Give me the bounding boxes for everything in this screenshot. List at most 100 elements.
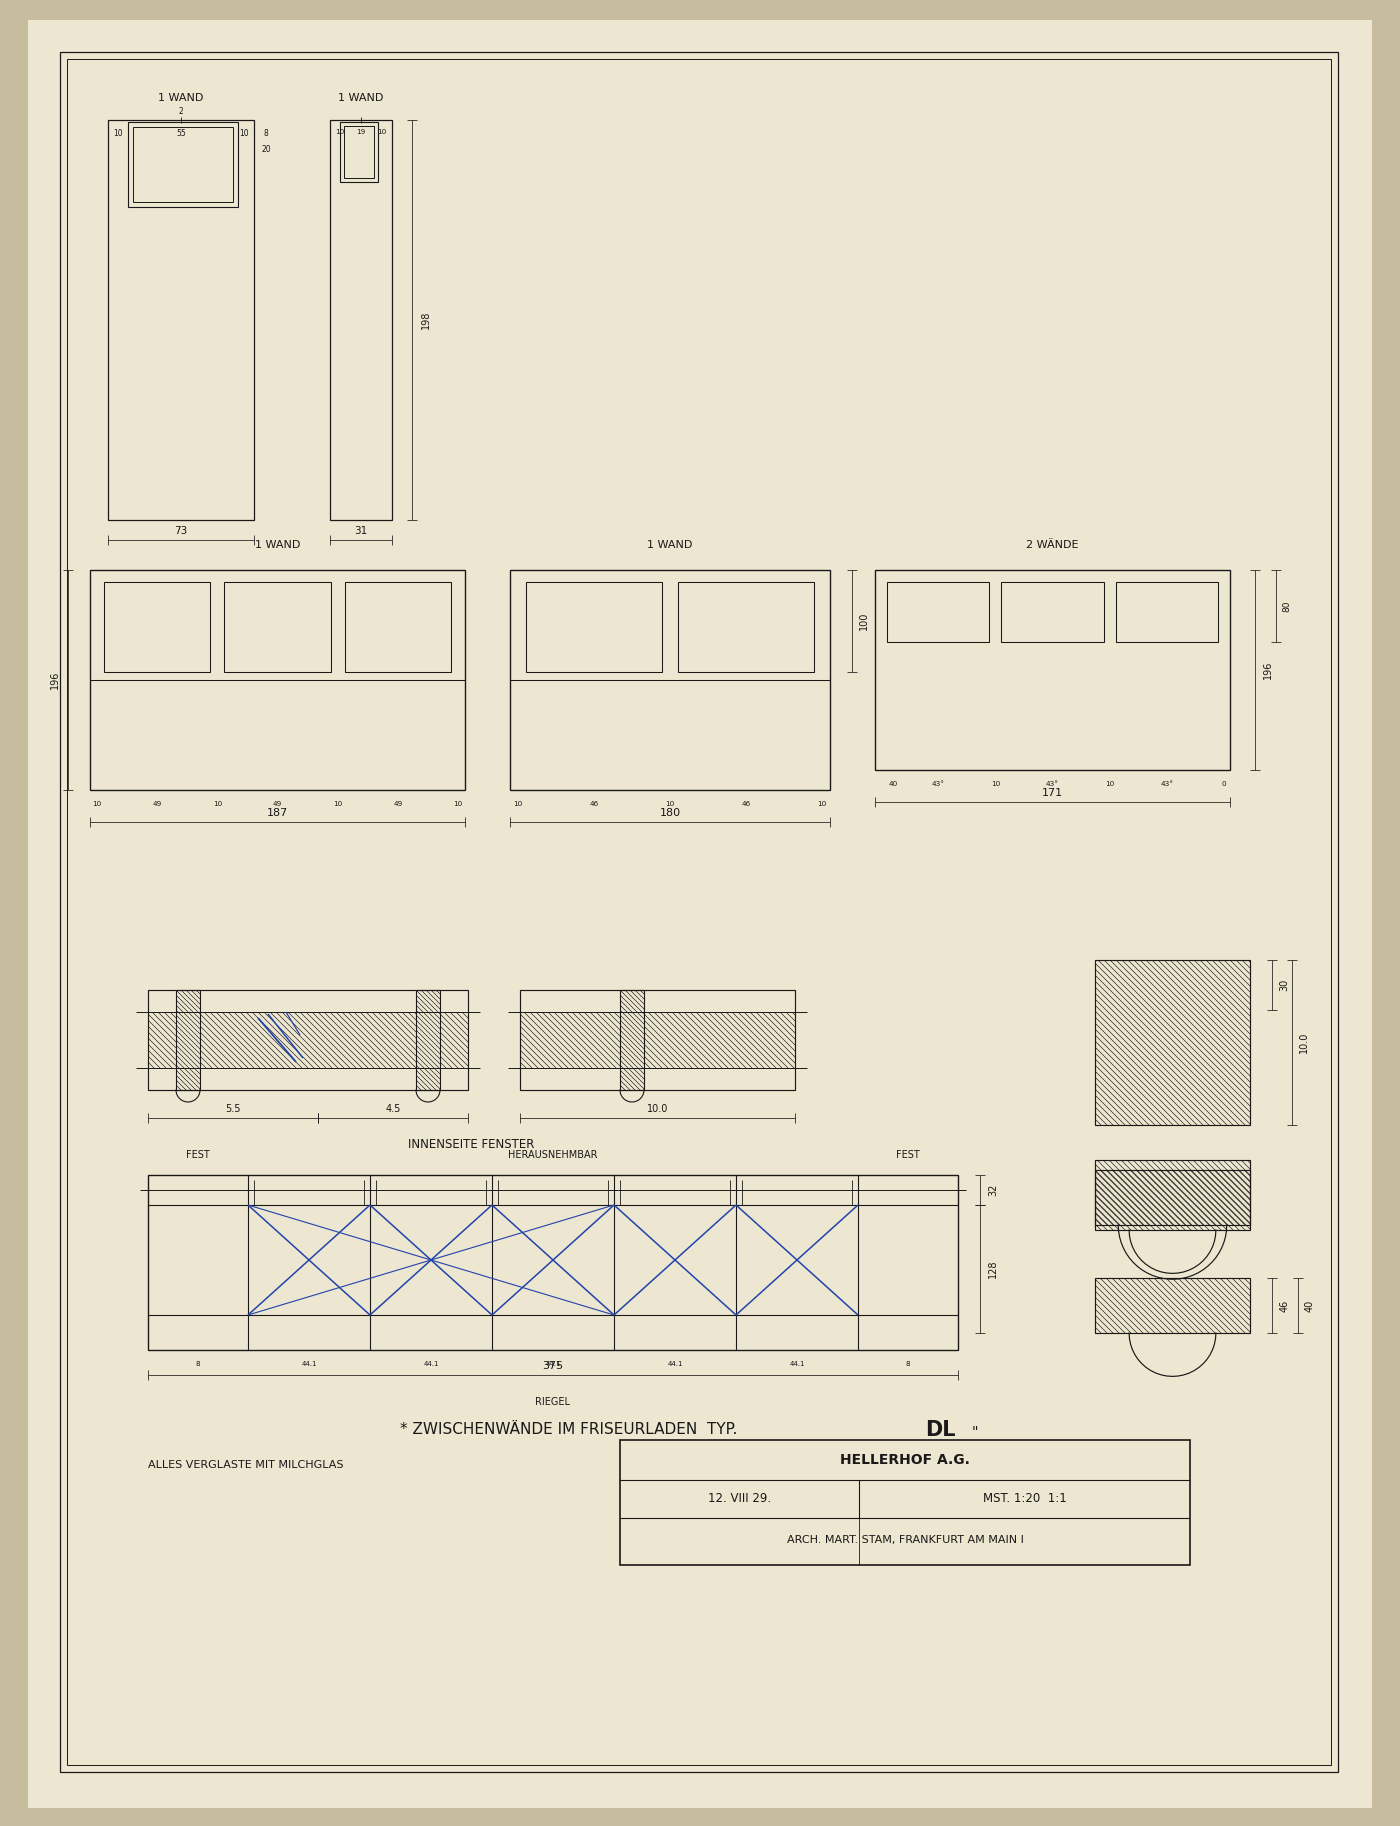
Text: FEST: FEST [186, 1150, 210, 1160]
Text: 46: 46 [1280, 1300, 1289, 1311]
Bar [90, 570, 465, 791]
Bar [416, 990, 440, 1090]
Text: MST. 1:20  1:1: MST. 1:20 1:1 [983, 1492, 1067, 1505]
Text: 100: 100 [860, 612, 869, 630]
Text: 196: 196 [50, 670, 60, 688]
Text: 46: 46 [589, 802, 599, 807]
Bar [1095, 1160, 1250, 1231]
Bar [104, 582, 210, 672]
Text: 187: 187 [267, 807, 288, 818]
Bar [620, 990, 644, 1090]
Text: 196: 196 [1263, 661, 1273, 679]
Bar [875, 570, 1231, 771]
Bar [888, 582, 990, 643]
Text: DL: DL [925, 1421, 955, 1441]
Bar [1095, 960, 1250, 1125]
Text: 10: 10 [213, 802, 223, 807]
Bar [224, 582, 330, 672]
Text: 10: 10 [336, 130, 344, 135]
Text: 44.1: 44.1 [545, 1360, 561, 1368]
Text: 2 WÄNDE: 2 WÄNDE [1026, 540, 1079, 550]
Bar [148, 1174, 958, 1349]
Bar [176, 990, 200, 1090]
Text: 10: 10 [92, 802, 102, 807]
Bar [1095, 960, 1250, 1125]
Text: RIEGEL: RIEGEL [535, 1397, 571, 1408]
Bar [108, 121, 253, 520]
Text: ": " [972, 1424, 979, 1439]
Text: HELLERHOF A.G.: HELLERHOF A.G. [840, 1453, 970, 1466]
Text: 10: 10 [991, 782, 1000, 787]
Bar [510, 570, 830, 791]
Bar [1095, 1160, 1250, 1231]
Text: 19: 19 [357, 130, 365, 135]
Text: 1 WAND: 1 WAND [158, 93, 203, 102]
Text: INNENSEITE FENSTER: INNENSEITE FENSTER [409, 1138, 535, 1152]
Bar [620, 990, 644, 1090]
Bar [1095, 1278, 1250, 1333]
Text: 4.5: 4.5 [385, 1105, 400, 1114]
Bar [519, 1012, 620, 1068]
Bar [1001, 582, 1103, 643]
Bar [340, 122, 378, 183]
Text: 12. VIII 29.: 12. VIII 29. [708, 1492, 771, 1505]
Text: 128: 128 [988, 1260, 998, 1278]
Text: 10: 10 [113, 130, 123, 139]
Text: 46: 46 [742, 802, 750, 807]
Bar [344, 126, 374, 177]
Bar [526, 582, 662, 672]
Text: 8: 8 [263, 130, 269, 139]
Text: 49: 49 [273, 802, 283, 807]
Text: 44.1: 44.1 [790, 1360, 805, 1368]
Text: 43°: 43° [1046, 782, 1058, 787]
Bar [148, 990, 468, 1090]
Bar [148, 1012, 176, 1068]
Text: 49: 49 [153, 802, 162, 807]
Text: ARCH. MART. STAM, FRANKFURT AM MAIN I: ARCH. MART. STAM, FRANKFURT AM MAIN I [787, 1536, 1023, 1545]
Text: 40: 40 [1305, 1300, 1315, 1311]
Bar [127, 122, 238, 206]
Bar [519, 990, 795, 1090]
Bar [344, 582, 451, 672]
Text: 49: 49 [393, 802, 402, 807]
Text: 10.0: 10.0 [1299, 1032, 1309, 1054]
Text: 2: 2 [179, 108, 183, 117]
Text: 171: 171 [1042, 789, 1063, 798]
Bar [200, 1012, 416, 1068]
Text: 44.1: 44.1 [668, 1360, 683, 1368]
Bar [1095, 1170, 1250, 1225]
Text: 10: 10 [454, 802, 462, 807]
Bar [176, 990, 200, 1090]
Bar [416, 990, 440, 1090]
Text: 198: 198 [421, 310, 431, 329]
Text: 32: 32 [988, 1183, 998, 1196]
Bar [1095, 1278, 1250, 1333]
Text: 375: 375 [542, 1360, 564, 1371]
Text: FEST: FEST [896, 1150, 920, 1160]
Text: 5.5: 5.5 [225, 1105, 241, 1114]
Text: 8: 8 [906, 1360, 910, 1368]
Text: 180: 180 [659, 807, 680, 818]
Bar [678, 582, 813, 672]
Text: 30: 30 [1280, 979, 1289, 992]
Text: HERAUSNEHMBAR: HERAUSNEHMBAR [508, 1150, 598, 1160]
Text: 1 WAND: 1 WAND [647, 540, 693, 550]
Text: 10: 10 [514, 802, 522, 807]
Bar [330, 121, 392, 520]
Text: 20: 20 [262, 146, 270, 155]
Bar [1095, 1170, 1250, 1225]
Text: 10: 10 [239, 130, 249, 139]
Text: * ZWISCHENWÄNDE IM FRISEURLADEN  TYP.: * ZWISCHENWÄNDE IM FRISEURLADEN TYP. [400, 1422, 742, 1437]
Text: 40: 40 [889, 782, 897, 787]
Bar [440, 1012, 468, 1068]
Text: 1 WAND: 1 WAND [255, 540, 300, 550]
Text: 10.0: 10.0 [647, 1105, 668, 1114]
Text: 43°: 43° [931, 782, 945, 787]
Text: 10: 10 [378, 130, 386, 135]
Text: 10: 10 [665, 802, 675, 807]
Text: 44.1: 44.1 [301, 1360, 316, 1368]
Text: 10: 10 [1105, 782, 1114, 787]
Text: 8: 8 [196, 1360, 200, 1368]
Text: 43°: 43° [1161, 782, 1173, 787]
Bar [644, 1012, 795, 1068]
